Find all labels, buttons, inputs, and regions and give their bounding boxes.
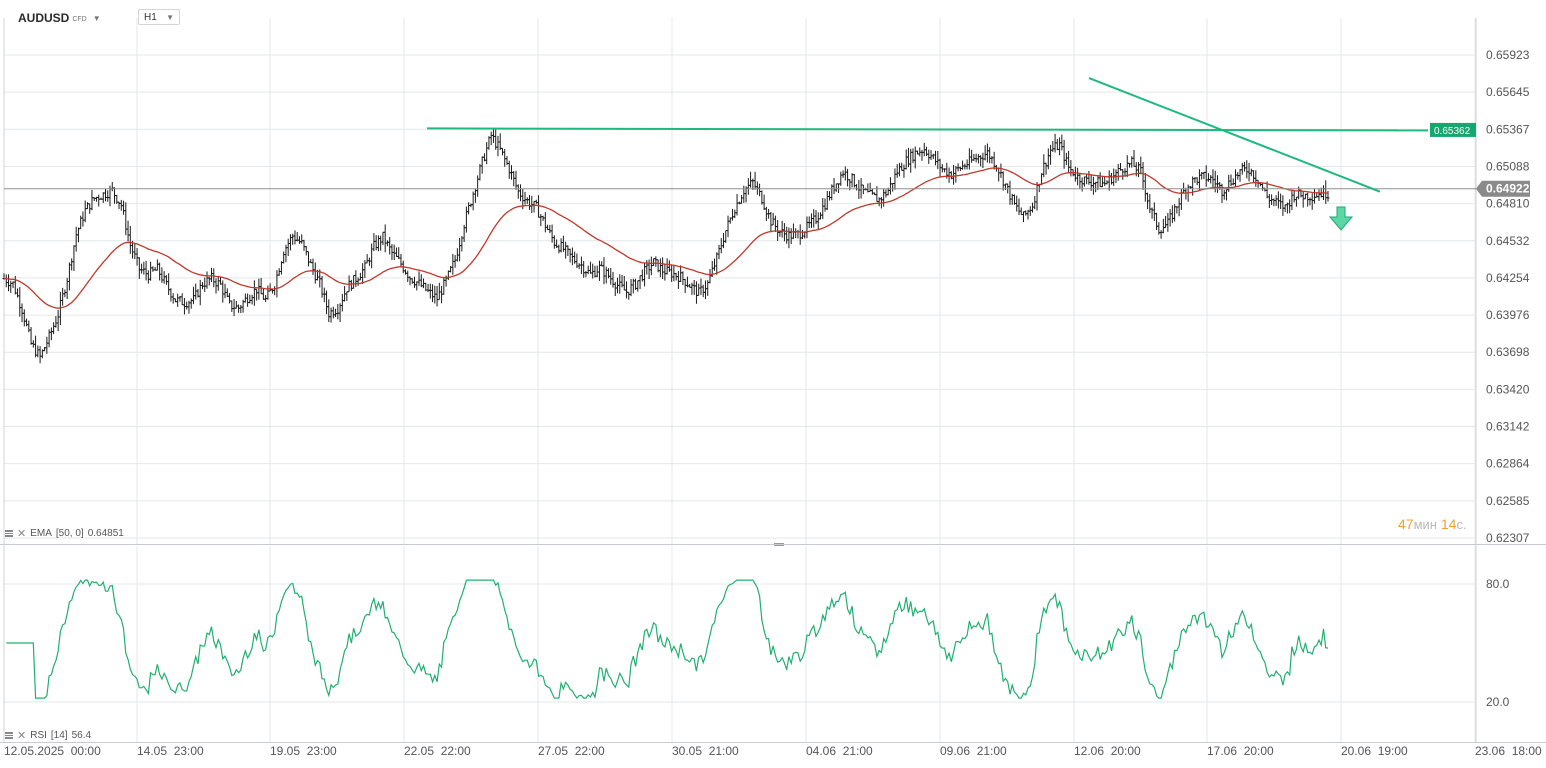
level-badge-text: 0.65362 — [1434, 126, 1471, 137]
time-tick-label: 20.06 19:00 — [1341, 744, 1408, 758]
timeframe-label: H1 — [144, 11, 157, 23]
price-tick-label: 0.63976 — [1486, 308, 1530, 322]
descending-trendline — [1088, 77, 1381, 193]
ema-value: 0.64851 — [87, 528, 124, 539]
rsi-value: 56.4 — [71, 730, 92, 741]
price-tick-label: 0.62585 — [1486, 494, 1530, 508]
rsi-line — [6, 579, 1329, 700]
countdown-seconds: 14 — [1440, 516, 1457, 532]
close-icon[interactable]: ✕ — [17, 528, 27, 540]
time-tick-label: 04.06 21:00 — [806, 744, 873, 758]
chevron-down-icon[interactable]: ▼ — [92, 13, 101, 23]
rsi-tick-label: 20.0 — [1486, 695, 1510, 709]
price-tick-label: 0.63698 — [1486, 345, 1530, 359]
time-tick-label: 27.05 22:00 — [538, 744, 605, 758]
time-tick-label: 09.06 21:00 — [940, 744, 1007, 758]
price-tick-label: 0.64532 — [1486, 234, 1530, 248]
time-tick-label: 23.06 18:00 — [1475, 744, 1542, 758]
countdown-seconds-unit: с. — [1456, 517, 1467, 532]
price-tick-label: 0.63420 — [1486, 382, 1530, 396]
rsi-tick-label: 80.0 — [1486, 577, 1510, 591]
symbol-selector[interactable]: AUDUSD CFD ▼ — [18, 8, 101, 28]
level-badge — [1430, 122, 1476, 137]
symbol-type: CFD — [72, 16, 87, 23]
time-tick-label: 12.06 20:00 — [1074, 744, 1141, 758]
price-tick-label: 0.63142 — [1486, 419, 1530, 433]
time-tick-label: 14.05 23:00 — [137, 744, 204, 758]
ema-params: [50, 0] — [55, 528, 84, 539]
timeframe-dropdown[interactable]: H1 ▼ — [138, 9, 180, 25]
overlays — [3, 77, 1476, 700]
current-price-badge-text: 0.64922 — [1486, 182, 1530, 196]
candle-countdown: 47мин 14с. — [1398, 516, 1467, 532]
rsi-params: [14] — [50, 730, 68, 741]
rsi-name: RSI — [30, 730, 47, 741]
time-tick-label: 17.06 20:00 — [1207, 744, 1274, 758]
time-tick-label: 12.05.2025 00:00 — [4, 744, 101, 758]
countdown-minutes: 47 — [1398, 516, 1414, 532]
price-badges: 0.64922 0.65362 — [1430, 122, 1530, 197]
ema-line — [3, 167, 1329, 309]
price-tick-label: 0.64810 — [1486, 197, 1530, 211]
price-tick-label: 0.64254 — [1486, 271, 1530, 285]
time-tick-label: 19.05 23:00 — [270, 744, 337, 758]
price-tick-label: 0.62307 — [1486, 531, 1530, 545]
ema-name: EMA — [30, 528, 52, 539]
price-tick-label: 0.62864 — [1486, 457, 1530, 471]
rsi-legend: ✕ RSI [14] 56.4 — [5, 729, 91, 742]
countdown-minutes-unit: мин — [1413, 517, 1437, 532]
current-price-badge-shape — [1476, 180, 1530, 197]
time-tick-label: 30.05 21:00 — [672, 744, 739, 758]
price-tick-label: 0.65645 — [1486, 85, 1530, 99]
menu-icon[interactable] — [5, 530, 13, 537]
price-tick-label: 0.65367 — [1486, 122, 1530, 136]
current-price-badge: 0.64922 — [1476, 180, 1530, 197]
price-axis: 0.65923 0.65645 0.65367 0.65088 0.64810 0.645… — [1486, 48, 1530, 545]
menu-icon[interactable] — [5, 732, 13, 739]
chevron-down-icon: ▼ — [166, 12, 174, 22]
rsi-axis: 80.0 20.0 — [1486, 577, 1510, 709]
close-icon[interactable]: ✕ — [17, 730, 27, 742]
pane-splitter-handle[interactable] — [774, 543, 784, 546]
time-axis: 12.05.2025 00:00 14.05 23:00 19.05 23:00 22… — [4, 744, 1542, 758]
ema-legend: ✕ EMA [50, 0] 0.64851 — [5, 527, 124, 540]
arrow-down-icon — [1328, 206, 1354, 231]
price-tick-label: 0.65088 — [1486, 160, 1530, 174]
symbol-name: AUDUSD — [18, 11, 70, 25]
resistance-trendline — [426, 127, 1429, 132]
time-tick-label: 22.05 22:00 — [404, 744, 471, 758]
price-tick-label: 0.65923 — [1486, 48, 1530, 62]
arrow-shape — [1328, 206, 1354, 231]
